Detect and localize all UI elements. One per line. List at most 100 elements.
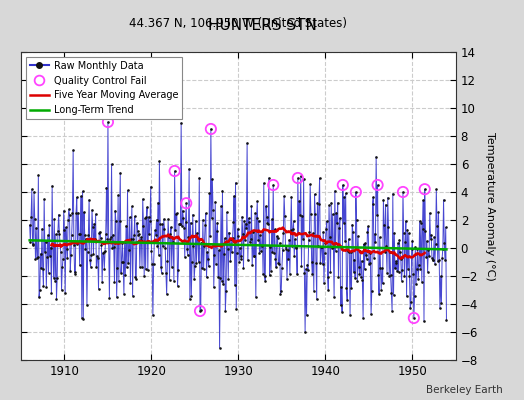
Point	[168, 233, 177, 240]
Point	[217, 278, 226, 284]
Point	[315, 175, 324, 181]
Point	[156, 221, 165, 227]
Point	[312, 296, 321, 302]
Point	[253, 215, 261, 221]
Point	[77, 193, 85, 199]
Point	[49, 274, 58, 281]
Point	[257, 243, 266, 249]
Point	[376, 264, 385, 271]
Point	[136, 264, 144, 270]
Point	[424, 247, 432, 253]
Point	[100, 249, 108, 256]
Point	[37, 265, 46, 271]
Point	[435, 256, 443, 263]
Point	[113, 265, 122, 271]
Point	[95, 230, 103, 236]
Point	[411, 244, 420, 250]
Point	[289, 218, 298, 224]
Point	[283, 247, 292, 253]
Point	[70, 242, 78, 248]
Point	[267, 268, 275, 274]
Point	[363, 256, 371, 262]
Point	[268, 216, 276, 222]
Point	[165, 234, 173, 240]
Point	[272, 264, 280, 270]
Point	[361, 266, 369, 272]
Point	[304, 266, 312, 273]
Point	[304, 236, 313, 243]
Point	[43, 232, 52, 238]
Point	[41, 239, 50, 246]
Point	[268, 249, 277, 256]
Point	[66, 268, 74, 274]
Point	[406, 305, 414, 312]
Point	[172, 210, 180, 217]
Point	[421, 186, 429, 192]
Point	[123, 187, 132, 194]
Point	[112, 218, 120, 224]
Point	[226, 258, 235, 264]
Point	[410, 315, 418, 321]
Point	[338, 309, 346, 315]
Point	[327, 200, 335, 206]
Point	[26, 222, 34, 228]
Point	[263, 220, 271, 226]
Point	[59, 256, 67, 262]
Point	[50, 216, 59, 222]
Point	[146, 218, 154, 224]
Point	[55, 230, 63, 237]
Point	[203, 249, 212, 256]
Point	[58, 264, 67, 270]
Point	[31, 255, 40, 262]
Point	[332, 210, 341, 216]
Point	[345, 249, 354, 256]
Point	[269, 182, 277, 188]
Point	[419, 197, 428, 204]
Point	[96, 235, 105, 241]
Point	[224, 275, 233, 282]
Point	[212, 261, 220, 267]
Point	[318, 244, 326, 250]
Point	[45, 269, 53, 276]
Point	[118, 240, 127, 246]
Point	[350, 256, 358, 263]
Point	[249, 252, 258, 259]
Point	[302, 312, 311, 318]
Point	[242, 220, 250, 227]
Point	[193, 230, 201, 236]
Point	[291, 236, 299, 242]
Point	[364, 223, 373, 230]
Point	[361, 240, 369, 246]
Point	[28, 186, 36, 192]
Point	[395, 269, 403, 275]
Point	[238, 214, 246, 220]
Point	[323, 218, 331, 224]
Point	[286, 270, 294, 277]
Point	[299, 176, 308, 182]
Point	[219, 187, 227, 194]
Point	[102, 184, 111, 191]
Point	[36, 287, 44, 293]
Point	[158, 221, 167, 227]
Point	[310, 288, 318, 294]
Point	[294, 230, 303, 236]
Point	[247, 202, 256, 209]
Point	[356, 248, 364, 254]
Point	[208, 215, 216, 221]
Point	[355, 271, 364, 277]
Point	[167, 224, 175, 230]
Point	[439, 246, 447, 252]
Point	[174, 267, 182, 274]
Point	[178, 208, 187, 214]
Point	[373, 212, 381, 219]
Point	[261, 278, 269, 284]
Point	[289, 226, 297, 233]
Point	[269, 182, 277, 188]
Point	[405, 272, 413, 279]
Point	[166, 231, 174, 238]
Point	[247, 236, 255, 243]
Point	[152, 216, 161, 223]
Point	[259, 271, 267, 278]
Point	[283, 276, 291, 282]
Point	[249, 229, 257, 235]
